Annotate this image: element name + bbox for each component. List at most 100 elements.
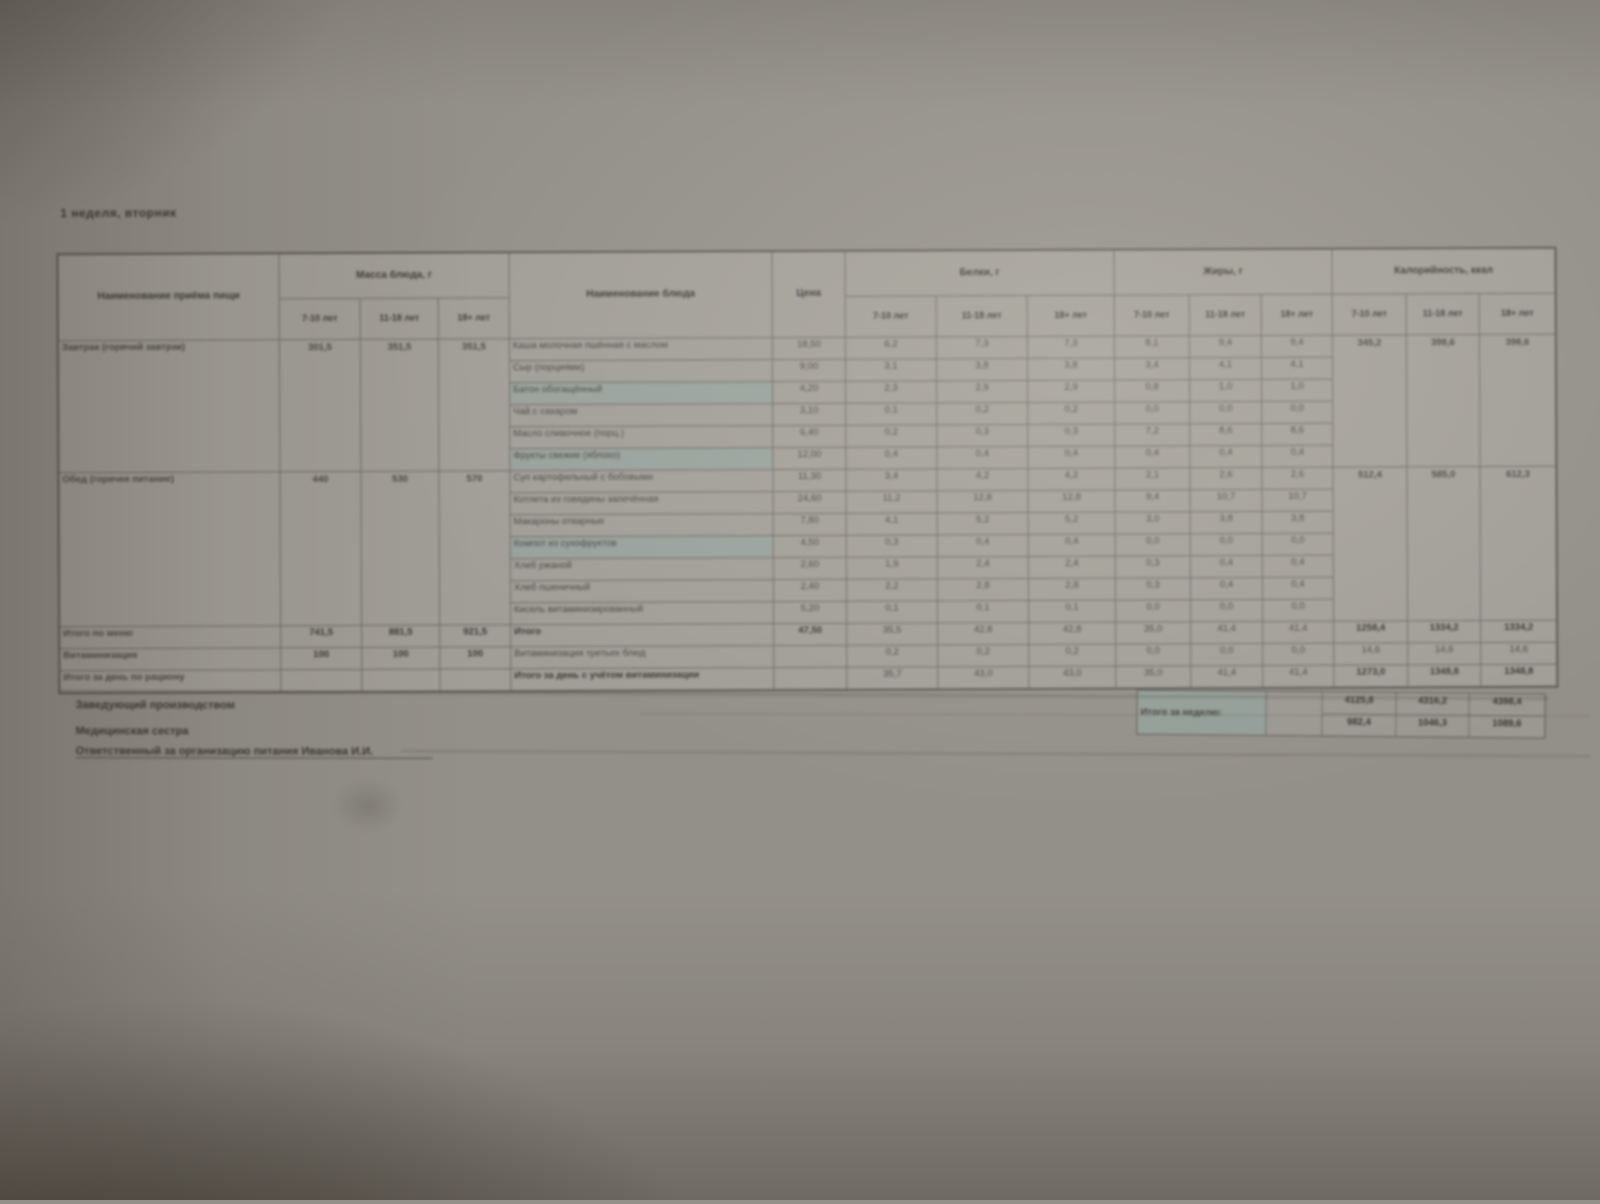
dish-name-cell: Батон обогащённый	[510, 382, 773, 405]
page-title: 1 неделя, вторник	[60, 205, 177, 221]
dish-name-cell: Масло сливочное (порц.)	[510, 426, 773, 449]
header-fat-age-2: 11-18 лет	[1189, 294, 1261, 336]
dish-name-cell: Чай с сахаром	[510, 404, 773, 427]
fat-cell: 0,0	[1116, 644, 1191, 666]
protein-cell: 0,3	[846, 535, 937, 557]
header-mass-age-3: 18+ лет	[438, 298, 509, 339]
calorie-cell: 1348,8	[1481, 664, 1557, 687]
protein-cell: 2,4	[937, 557, 1028, 579]
protein-cell: 2,4	[1028, 556, 1115, 579]
fat-cell: 0,4	[1262, 577, 1333, 599]
fat-cell: 0,8	[1115, 380, 1190, 402]
protein-cell: 43,0	[938, 667, 1029, 689]
fat-cell: 41,4	[1263, 665, 1334, 687]
header-fat-group: Жиры, г	[1114, 249, 1332, 295]
price-cell: 18,50	[772, 337, 845, 360]
summary-label-cell: Итого за день по рациону	[60, 670, 281, 693]
fat-cell: 0,4	[1190, 445, 1262, 468]
fat-cell: 0,4	[1190, 555, 1262, 578]
protein-cell: 35,5	[847, 623, 938, 645]
header-price: Цена	[772, 251, 845, 338]
totals-strip-label: Итого за неделю:	[1137, 690, 1266, 735]
protein-cell: 0,2	[847, 645, 938, 667]
calorie-group-cell: 398,6	[1479, 334, 1556, 467]
dish-name-cell: Итого за день с учётом витаминизации	[511, 668, 774, 691]
fat-cell: 8,6	[1190, 423, 1262, 446]
summary-mass-cell: 100	[440, 647, 511, 669]
fat-cell: 35,0	[1116, 666, 1191, 688]
price-cell	[774, 667, 847, 690]
protein-cell: 0,1	[847, 601, 938, 623]
protein-cell: 7,3	[1027, 336, 1114, 359]
mass-value-cell: 301,5	[279, 339, 361, 472]
protein-cell: 11,2	[846, 491, 937, 513]
calorie-cell: 14,6	[1334, 643, 1408, 665]
protein-cell: 0,2	[1029, 644, 1116, 667]
fat-cell: 0,0	[1262, 401, 1333, 423]
fat-cell: 3,8	[1190, 511, 1262, 534]
mass-value-cell: 351,5	[360, 339, 439, 471]
protein-cell: 2,8	[1028, 578, 1116, 601]
totals-value: 4398,4	[1469, 693, 1545, 716]
totals-value: 982,4	[1322, 714, 1396, 737]
protein-cell: 43,0	[1029, 666, 1116, 688]
fat-cell: 41,4	[1191, 621, 1263, 644]
protein-cell: 5,2	[937, 513, 1028, 535]
dish-name-cell: Котлета из говядины запечённая	[510, 492, 773, 515]
calorie-cell: 1334,2	[1408, 621, 1481, 643]
summary-mass-cell: 921,5	[440, 625, 511, 647]
protein-cell: 12,8	[937, 491, 1028, 513]
header-meal-name: Наименование приёма пищи	[58, 254, 279, 341]
header-mass-age-2: 11-18 лет	[360, 298, 438, 339]
protein-cell: 0,2	[937, 403, 1028, 425]
protein-cell: 6,2	[845, 337, 936, 359]
header-mass-age-1: 7-10 лет	[279, 298, 360, 340]
header-protein-group: Белки, г	[845, 250, 1114, 296]
menu-table: Наименование приёма пищи Масса блюда, г …	[56, 246, 1559, 695]
mass-value-cell: 530	[361, 471, 440, 625]
protein-cell: 0,1	[938, 601, 1029, 623]
protein-cell: 12,8	[1028, 490, 1115, 513]
header-calorie-age-1: 7-10 лет	[1332, 294, 1406, 335]
header-calorie-age-3: 18+ лет	[1479, 293, 1555, 335]
fat-cell: 4,1	[1261, 357, 1333, 379]
dish-name-cell: Суп картофельный с бобовыми	[510, 470, 773, 493]
fat-cell: 0,0	[1190, 533, 1262, 556]
dish-name-cell: Витаминизация третьих блюд	[511, 646, 774, 669]
protein-cell: 0,3	[937, 425, 1028, 447]
protein-cell: 2,2	[846, 579, 938, 601]
signature-line: Ответственный за организацию питания Ива…	[75, 745, 434, 759]
protein-cell: 0,3	[1028, 424, 1115, 447]
summary-label-cell: Итого по меню	[60, 626, 281, 649]
fat-cell: 0,0	[1191, 599, 1263, 622]
protein-cell: 35,7	[847, 667, 938, 689]
protein-cell: 0,1	[1029, 600, 1116, 623]
price-cell: 4,50	[773, 535, 846, 558]
fat-cell: 1,0	[1262, 379, 1333, 401]
fat-cell: 41,4	[1263, 621, 1334, 643]
price-cell: 5,20	[774, 601, 847, 624]
fat-cell: 0,0	[1191, 643, 1263, 666]
price-cell: 2,60	[773, 557, 846, 580]
fat-cell: 9,4	[1189, 335, 1261, 358]
protein-cell: 4,1	[846, 513, 937, 535]
fat-cell: 0,0	[1190, 401, 1262, 424]
fat-cell: 0,3	[1115, 556, 1190, 578]
protein-cell: 3,8	[936, 359, 1028, 381]
price-cell: 2,40	[773, 579, 847, 602]
protein-cell: 0,4	[937, 535, 1028, 557]
protein-cell: 2,3	[846, 381, 937, 403]
fat-cell: 41,4	[1191, 665, 1263, 688]
summary-mass-cell: 741,5	[281, 625, 362, 648]
fat-cell: 0,0	[1262, 533, 1333, 555]
protein-cell: 0,4	[937, 447, 1028, 469]
fat-cell: 3,0	[1115, 512, 1190, 534]
dish-name-cell: Компот из сухофруктов	[510, 536, 773, 559]
calorie-group-cell: 612,3	[1480, 466, 1557, 621]
dish-name-cell: Хлеб пшеничный	[510, 580, 774, 603]
protein-cell: 3,1	[845, 359, 937, 381]
dish-name-cell: Кисель витаминизированный	[511, 602, 774, 625]
signature-line: Заведующий производством	[75, 699, 235, 712]
price-cell: 12,00	[773, 447, 846, 470]
protein-cell: 0,4	[846, 447, 937, 469]
